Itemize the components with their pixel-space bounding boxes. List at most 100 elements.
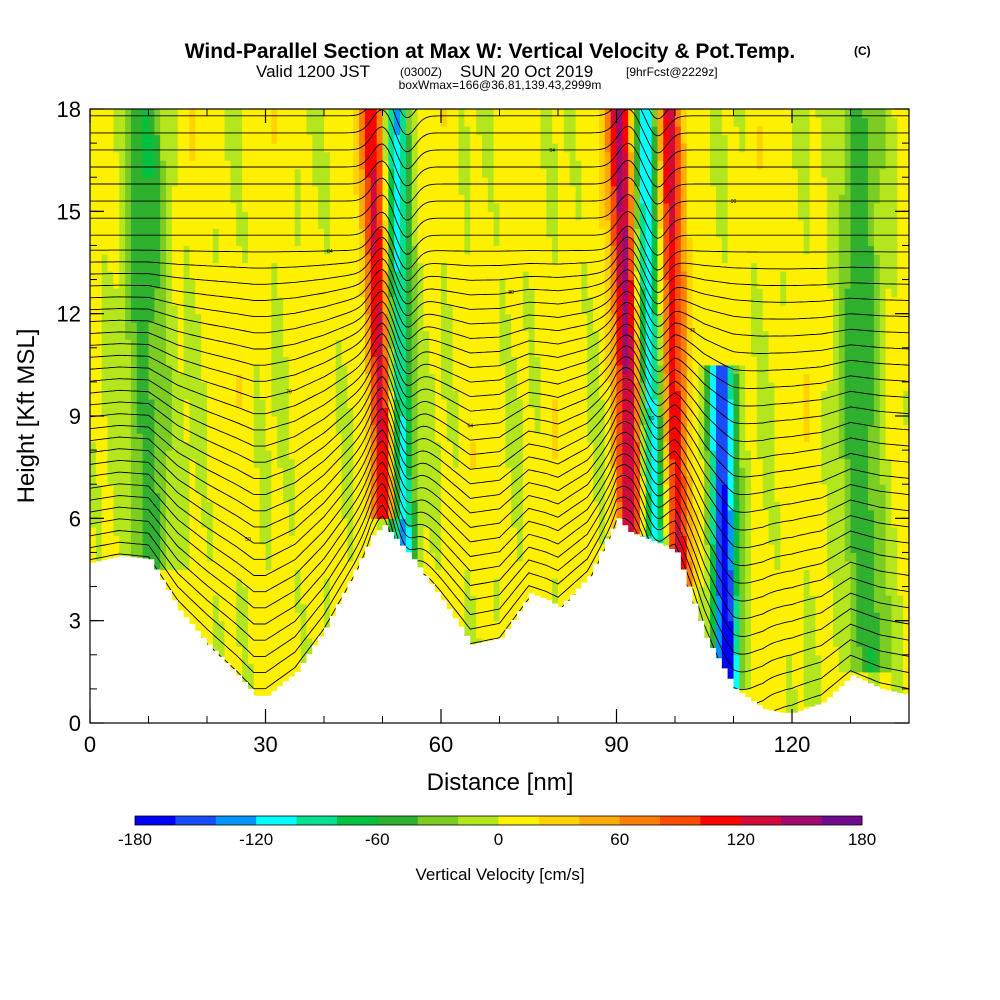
velocity-cell: [271, 612, 278, 622]
velocity-cell: [195, 134, 202, 144]
velocity-cell: [347, 364, 354, 374]
velocity-cell: [312, 313, 319, 323]
velocity-cell: [324, 398, 331, 409]
velocity-cell: [394, 518, 401, 528]
velocity-cell: [417, 475, 425, 485]
velocity-cell: [411, 535, 419, 545]
velocity-cell: [277, 305, 284, 315]
velocity-cell: [458, 236, 465, 247]
velocity-cell: [189, 586, 196, 596]
velocity-cell: [230, 637, 237, 647]
velocity-cell: [247, 288, 255, 298]
velocity-cell: [458, 271, 465, 281]
velocity-cell: [142, 356, 150, 366]
velocity-cell: [271, 151, 278, 161]
velocity-cell: [423, 330, 430, 340]
velocity-cell: [411, 441, 419, 451]
velocity-cell: [376, 185, 384, 195]
velocity-cell: [423, 441, 430, 451]
velocity-cell: [341, 578, 348, 588]
velocity-cell: [481, 560, 489, 571]
velocity-cell: [265, 586, 272, 596]
velocity-cell: [247, 492, 255, 502]
velocity-cell: [335, 211, 343, 221]
velocity-cell: [318, 586, 325, 596]
velocity-cell: [405, 202, 413, 212]
velocity-cell: [212, 305, 220, 315]
velocity-cell: [364, 194, 372, 204]
velocity-cell: [230, 117, 237, 127]
velocity-cell: [201, 134, 208, 144]
velocity-cell: [446, 253, 454, 264]
velocity-cell: [405, 151, 413, 161]
velocity-cell: [212, 279, 220, 289]
velocity-cell: [417, 177, 425, 187]
velocity-cell: [195, 526, 202, 536]
velocity-cell: [335, 253, 343, 264]
velocity-cell: [95, 407, 103, 417]
velocity-cell: [329, 492, 337, 502]
velocity-cell: [288, 160, 296, 170]
velocity-cell: [95, 398, 103, 409]
velocity-cell: [160, 236, 167, 247]
velocity-cell: [189, 373, 196, 383]
velocity-cell: [107, 330, 114, 340]
velocity-cell: [142, 467, 150, 477]
velocity-cell: [148, 143, 155, 153]
velocity-cell: [300, 356, 308, 366]
velocity-cell: [101, 543, 109, 554]
velocity-cell: [347, 109, 354, 119]
velocity-cell: [259, 228, 267, 238]
velocity-cell: [329, 390, 337, 400]
velocity-cell: [177, 279, 185, 289]
velocity-cell: [265, 194, 272, 204]
velocity-cell: [247, 228, 255, 238]
velocity-cell: [171, 484, 179, 494]
velocity-cell: [253, 228, 261, 238]
velocity-cell: [101, 381, 109, 392]
velocity-cell: [119, 416, 126, 426]
velocity-cell: [283, 560, 290, 571]
velocity-cell: [405, 543, 413, 554]
velocity-cell: [423, 117, 430, 127]
velocity-cell: [283, 279, 290, 289]
velocity-cell: [283, 313, 290, 323]
velocity-cell: [476, 143, 483, 153]
velocity-cell: [353, 313, 360, 323]
velocity-cell: [154, 543, 161, 554]
velocity-cell: [446, 143, 454, 153]
velocity-cell: [160, 373, 167, 383]
velocity-cell: [423, 416, 430, 426]
velocity-cell: [224, 654, 231, 664]
velocity-cell: [253, 126, 261, 136]
velocity-cell: [382, 134, 389, 144]
velocity-cell: [347, 185, 354, 195]
velocity-cell: [154, 211, 161, 221]
velocity-cell: [452, 313, 460, 323]
velocity-cell: [142, 134, 150, 144]
velocity-cell: [400, 160, 407, 170]
velocity-cell: [259, 296, 267, 306]
velocity-cell: [318, 509, 325, 519]
velocity-cell: [294, 168, 302, 178]
velocity-cell: [242, 194, 249, 204]
velocity-cell: [101, 219, 109, 229]
velocity-cell: [481, 117, 489, 127]
velocity-cell: [177, 134, 185, 144]
velocity-cell: [265, 501, 272, 511]
velocity-cell: [259, 671, 267, 681]
velocity-cell: [189, 211, 196, 221]
velocity-cell: [107, 219, 114, 229]
velocity-cell: [329, 202, 337, 212]
velocity-cell: [411, 313, 419, 323]
velocity-cell: [423, 262, 430, 272]
velocity-cell: [288, 373, 296, 383]
velocity-cell: [160, 560, 167, 571]
velocity-cell: [411, 552, 419, 562]
velocity-cell: [166, 262, 173, 272]
velocity-cell: [487, 117, 495, 127]
velocity-cell: [300, 271, 308, 281]
velocity-cell: [347, 424, 354, 434]
velocity-cell: [394, 433, 401, 443]
velocity-cell: [324, 381, 331, 392]
